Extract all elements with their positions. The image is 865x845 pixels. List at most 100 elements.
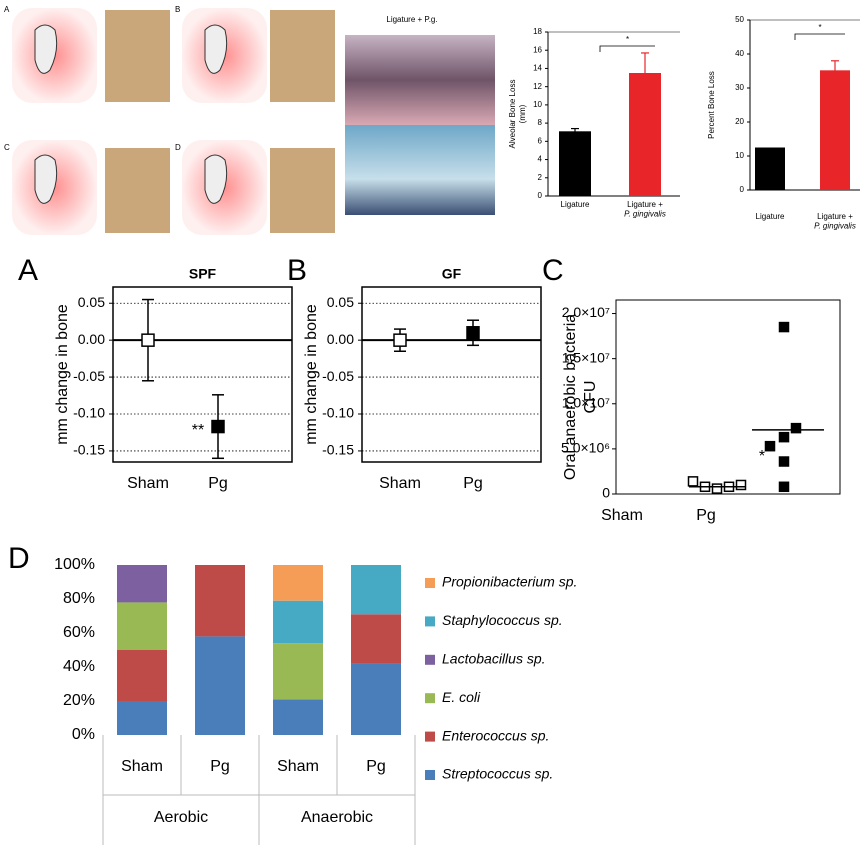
y-tick-label: 12 bbox=[533, 82, 542, 91]
x-tick-label: Ligature + P. gingivalis bbox=[624, 200, 666, 219]
bar bbox=[820, 70, 850, 190]
y-axis-label: Oral anaerobic bacteria bbox=[562, 314, 579, 480]
y-tick-label: 10 bbox=[533, 100, 542, 109]
y-tick-label: 4 bbox=[538, 155, 543, 164]
point bbox=[466, 326, 480, 340]
point bbox=[764, 440, 776, 452]
photo bbox=[345, 35, 495, 125]
annotation: * bbox=[818, 23, 821, 32]
photo bbox=[270, 10, 335, 102]
legend-swatch bbox=[425, 770, 435, 780]
panel-label: B bbox=[175, 5, 180, 14]
y-axis-label: Alveolar Bone Loss bbox=[508, 80, 517, 149]
y-tick-label: -0.10 bbox=[322, 405, 354, 421]
x-tick-label: Sham bbox=[277, 758, 319, 775]
y-tick-label: 16 bbox=[533, 45, 542, 54]
legend-label: Enterococcus sp. bbox=[442, 727, 549, 743]
photo bbox=[105, 148, 170, 233]
y-tick-label: 0 bbox=[740, 185, 745, 194]
point bbox=[711, 483, 723, 494]
panel-label: C bbox=[4, 143, 10, 152]
y-axis-label: CFU bbox=[582, 381, 599, 414]
error-bar bbox=[571, 127, 579, 135]
error-bar bbox=[641, 52, 649, 94]
x-tick-label: Ligature + P. gingivalis bbox=[814, 212, 856, 231]
bar-segment bbox=[195, 565, 245, 637]
bar bbox=[559, 131, 591, 196]
y-tick-label: 0 bbox=[602, 485, 610, 501]
legend-label: Staphylococcus sp. bbox=[442, 612, 563, 628]
x-tick-label: Pg bbox=[463, 475, 483, 492]
illustrations: A B C D Ligature + P.g. bbox=[4, 5, 495, 235]
group-label: Anaerobic bbox=[301, 809, 373, 826]
y-tick-label: -0.15 bbox=[73, 442, 105, 458]
plot-frame bbox=[361, 286, 542, 463]
panel-label: D bbox=[8, 542, 30, 575]
y-tick-label: 30 bbox=[735, 83, 744, 92]
x-tick-label: Pg bbox=[366, 758, 386, 775]
y-tick-label: 0% bbox=[72, 726, 95, 743]
y-tick-label: 0.00 bbox=[327, 331, 354, 347]
panel-label: B bbox=[287, 254, 307, 287]
annotation: * bbox=[626, 35, 629, 44]
x-tick-label: Sham bbox=[121, 758, 163, 775]
x-tick-label: Sham bbox=[601, 507, 643, 524]
x-tick-label: Pg bbox=[696, 507, 716, 524]
y-tick-label: -0.10 bbox=[73, 405, 105, 421]
panel-label: A bbox=[18, 254, 38, 287]
tooth-drawing bbox=[34, 24, 228, 204]
plot-frame bbox=[112, 286, 293, 463]
y-tick-label: -0.05 bbox=[73, 368, 105, 384]
significance-bracket bbox=[599, 45, 655, 52]
y-tick-label: -0.05 bbox=[322, 368, 354, 384]
bar-segment bbox=[273, 565, 323, 601]
group-label: Aerobic bbox=[154, 809, 208, 826]
point bbox=[393, 333, 407, 347]
y-tick-label: 1.5×10⁷ bbox=[562, 349, 610, 365]
legend-label: Lactobacillus sp. bbox=[442, 651, 546, 667]
bar bbox=[629, 73, 661, 196]
y-tick-label: 6 bbox=[538, 136, 543, 145]
y-tick-label: 0.05 bbox=[78, 294, 105, 310]
point bbox=[687, 476, 699, 487]
chart-title: GF bbox=[442, 266, 462, 282]
bar-segment bbox=[351, 614, 401, 664]
photo bbox=[270, 148, 335, 233]
legend-swatch bbox=[425, 693, 435, 704]
point bbox=[141, 333, 155, 347]
bar-segment bbox=[273, 699, 323, 735]
y-axis-label: mm change in bone bbox=[303, 304, 320, 445]
point bbox=[211, 419, 225, 434]
bar-segment bbox=[273, 643, 323, 700]
y-tick-label: -0.15 bbox=[322, 442, 354, 458]
point bbox=[790, 422, 802, 434]
y-axis-label: Percent Bone Loss bbox=[707, 71, 716, 139]
y-tick-label: 8 bbox=[538, 118, 543, 127]
y-tick-label: 0.00 bbox=[78, 331, 105, 347]
panel-label: C bbox=[542, 254, 564, 287]
y-tick-label: 20% bbox=[63, 692, 95, 709]
y-tick-label: 50 bbox=[735, 15, 744, 24]
legend-swatch bbox=[425, 616, 435, 627]
bar-segment bbox=[351, 565, 401, 615]
panel-label: D bbox=[175, 143, 181, 152]
y-tick-label: 2 bbox=[538, 173, 543, 182]
y-tick-label: 18 bbox=[533, 27, 542, 36]
y-axis-label: mm change in bone bbox=[54, 304, 71, 445]
significance-bracket bbox=[794, 33, 845, 40]
bar-segment bbox=[351, 663, 401, 735]
y-tick-label: 14 bbox=[533, 64, 542, 73]
point bbox=[778, 321, 790, 333]
legend-label: Streptococcus sp. bbox=[442, 766, 553, 782]
x-tick-label: Ligature bbox=[756, 212, 785, 221]
point bbox=[778, 456, 790, 467]
y-tick-label: 20 bbox=[735, 117, 744, 126]
bar bbox=[755, 147, 785, 190]
table-lines bbox=[102, 735, 416, 845]
annotation: * bbox=[759, 448, 765, 465]
error-bar bbox=[831, 60, 839, 80]
bar-segment bbox=[117, 565, 167, 603]
y-tick-label: 10 bbox=[735, 151, 744, 160]
point bbox=[778, 481, 790, 493]
